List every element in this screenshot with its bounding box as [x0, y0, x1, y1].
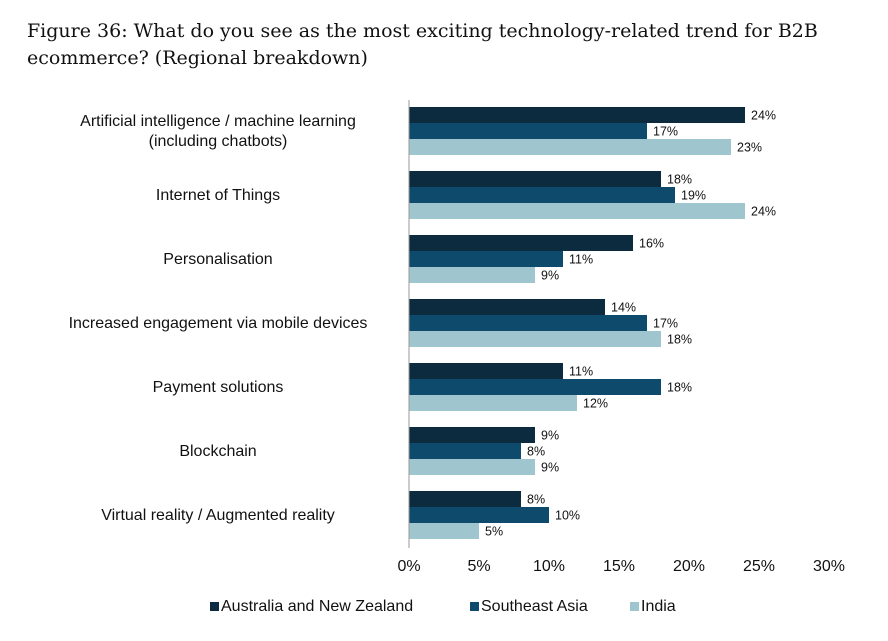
- bar: [409, 139, 731, 155]
- x-tick-label: 30%: [813, 558, 845, 575]
- category-label: Artificial intelligence / machine learni…: [80, 113, 356, 150]
- data-label: 17%: [653, 317, 678, 331]
- bar: [409, 267, 535, 283]
- data-label: 9%: [541, 461, 559, 475]
- data-label: 24%: [751, 205, 776, 219]
- bars-layer: [409, 107, 745, 539]
- data-label: 12%: [583, 397, 608, 411]
- bar: [409, 427, 535, 443]
- legend-swatch: [210, 602, 219, 611]
- legend-swatch: [470, 602, 479, 611]
- bar: [409, 363, 563, 379]
- data-label: 18%: [667, 333, 692, 347]
- legend-label: India: [641, 598, 676, 615]
- data-label: 24%: [751, 109, 776, 123]
- bar: [409, 107, 745, 123]
- x-tick-label: 20%: [673, 558, 705, 575]
- data-label: 18%: [667, 381, 692, 395]
- legend-swatch: [630, 602, 639, 611]
- data-labels: 24% 17% 23% 18% 19% 24% 16% 11% 9% 14% 17% 18% 11% 18…: [485, 109, 776, 539]
- legend-label: Australia and New Zealand: [221, 598, 413, 615]
- bar: [409, 507, 549, 523]
- category-label: Virtual reality / Augmented reality: [101, 507, 335, 524]
- bar: [409, 491, 521, 507]
- x-tick-label: 10%: [533, 558, 565, 575]
- bar: [409, 395, 577, 411]
- bar: [409, 299, 605, 315]
- data-label: 18%: [667, 173, 692, 187]
- bar: [409, 251, 563, 267]
- legend: Australia and New Zealand Southeast Asia I…: [210, 598, 676, 615]
- data-label: 10%: [555, 509, 580, 523]
- category-label: Payment solutions: [153, 379, 284, 396]
- x-tick-label: 0%: [397, 558, 420, 575]
- bar: [409, 235, 633, 251]
- category-label: Personalisation: [163, 251, 272, 268]
- data-label: 19%: [681, 189, 706, 203]
- data-label: 17%: [653, 125, 678, 139]
- x-tick-label: 25%: [743, 558, 775, 575]
- bar: [409, 331, 661, 347]
- bar: [409, 171, 661, 187]
- data-label: 9%: [541, 269, 559, 283]
- bar: [409, 523, 479, 539]
- bar: [409, 459, 535, 475]
- data-label: 9%: [541, 429, 559, 443]
- data-label: 11%: [569, 253, 593, 267]
- category-label: Internet of Things: [156, 187, 280, 204]
- bar: [409, 203, 745, 219]
- bar: [409, 315, 647, 331]
- x-tick-label: 5%: [467, 558, 490, 575]
- x-tick-labels: 0% 5% 10% 15% 20% 25% 30%: [397, 558, 845, 575]
- data-label: 16%: [639, 237, 664, 251]
- data-label: 23%: [737, 141, 762, 155]
- data-label: 8%: [527, 445, 545, 459]
- bar: [409, 443, 521, 459]
- category-label: Blockchain: [179, 443, 256, 460]
- data-label: 5%: [485, 525, 503, 539]
- bar: [409, 123, 647, 139]
- data-label: 8%: [527, 493, 545, 507]
- data-label: 11%: [569, 365, 593, 379]
- x-tick-label: 15%: [603, 558, 635, 575]
- bar: [409, 379, 661, 395]
- chart-title: Figure 36: What do you see as the most e…: [27, 20, 818, 69]
- category-labels: Artificial intelligence / machine learni…: [69, 113, 368, 524]
- bar: [409, 187, 675, 203]
- data-label: 14%: [611, 301, 636, 315]
- legend-label: Southeast Asia: [481, 598, 588, 615]
- category-label: Increased engagement via mobile devices: [69, 315, 368, 332]
